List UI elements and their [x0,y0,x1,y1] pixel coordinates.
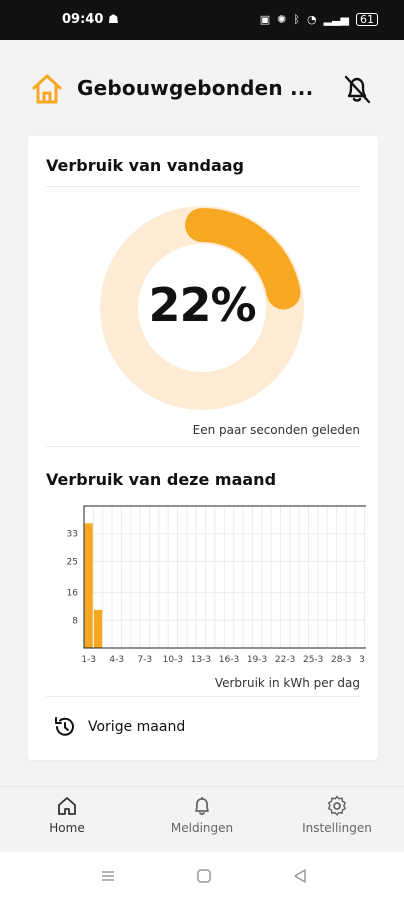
monthly-bar-chart: 8 16 25 33 1-3 4-3 7-3 10-3 13-3 16-3 19-3 22-3 25-3… [67,505,366,665]
vibrate-icon: ✺ [277,12,287,26]
x-tick-label: 10-3 [163,655,183,665]
x-tick-label: 22-3 [275,655,295,665]
bar [84,523,93,648]
nfc-icon: ▣ [259,12,271,26]
last-updated: Een paar seconden geleden [192,423,360,437]
usage-card: Verbruik van vandaag 22% Een paar second… [28,136,378,760]
bell-icon [195,797,209,816]
app-header: Gebouwgebonden ... [0,40,404,135]
wifi-icon: ◔ [307,12,317,26]
status-time: 09:40 [62,12,104,27]
x-tick-label: 25-3 [303,655,323,665]
previous-month-button[interactable]: Vorige maand [52,714,185,740]
x-tick-label: 19-3 [247,655,267,665]
notification-icon: ☗ [108,12,119,26]
home-nav-icon[interactable] [196,868,212,888]
x-axis-title: Verbruik in kWh per dag [214,676,360,690]
gauge-percent: 22% [148,278,256,332]
x-tick-label: 7-3 [137,655,152,665]
back-icon[interactable] [292,868,308,888]
gauge-progress [185,208,301,310]
nav-notifications-label: Meldingen [170,821,234,835]
bottom-navigation: Home Meldingen Instellingen [0,786,404,853]
bell-off-icon[interactable] [340,72,374,106]
month-title: Verbruik van deze maand [46,470,277,489]
nav-settings[interactable]: Instellingen [282,795,392,835]
previous-month-label: Vorige maand [88,719,186,735]
x-tick-label: 16-3 [219,655,239,665]
signal-icon: ▂▃▅ [323,12,349,26]
divider [46,186,360,187]
y-tick-label: 16 [67,589,79,599]
battery-indicator: 61 [356,13,378,26]
x-tick-label: 13-3 [191,655,211,665]
nav-home-label: Home [49,821,85,835]
x-tick-label: 1-3 [81,655,96,665]
divider [46,696,360,697]
usage-gauge [100,206,304,410]
plot-frame [83,505,366,649]
y-tick-label: 33 [67,530,78,540]
today-title: Verbruik van vandaag [46,156,244,175]
x-tick-label: 31-3 [359,655,366,665]
x-tick-label: 4-3 [109,655,124,665]
x-tick-label: 28-3 [331,655,351,665]
gear-icon [327,795,346,816]
bar [93,609,103,648]
status-icons: ▣ ✺ ᛒ ◔ ▂▃▅ 61 [260,13,378,26]
page-title: Gebouwgebonden ... [77,76,314,100]
home-icon [58,797,76,815]
history-icon [55,717,74,736]
status-bar: 09:40 ☗ ▣ ✺ ᛒ ◔ ▂▃▅ 61 [0,0,404,40]
y-tick-label: 8 [72,616,78,626]
divider [46,446,360,447]
home-icon[interactable] [30,72,64,106]
system-navigation [0,852,404,900]
nav-settings-label: Instellingen [302,821,372,835]
nav-home[interactable]: Home [12,795,122,835]
y-tick-label: 25 [67,557,78,567]
recents-icon[interactable] [100,868,116,888]
nav-notifications[interactable]: Meldingen [147,795,257,835]
bluetooth-icon: ᛒ [293,12,300,26]
